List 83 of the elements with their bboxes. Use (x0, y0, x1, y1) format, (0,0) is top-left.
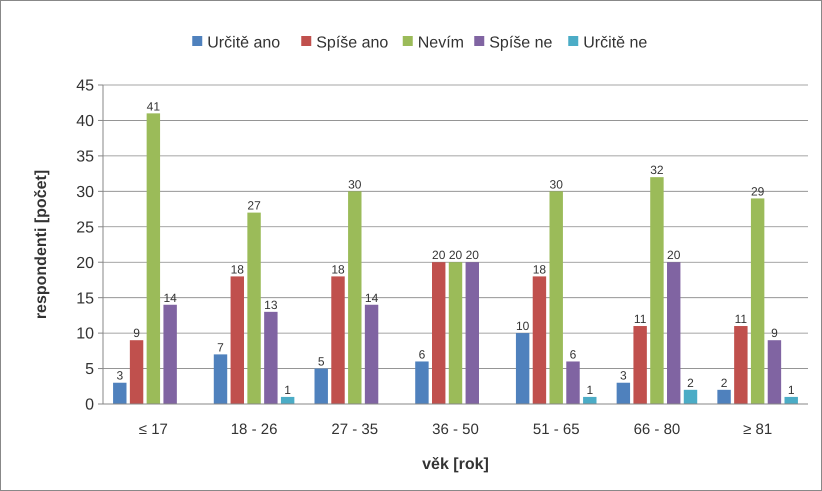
x-tick-label: ≥ 81 (743, 421, 772, 438)
bar (768, 340, 782, 404)
y-tick-label: 35 (76, 148, 94, 166)
bar (314, 368, 328, 404)
bar (633, 326, 647, 404)
bar (583, 396, 596, 404)
bar (364, 304, 378, 404)
bar (415, 361, 429, 404)
legend-label: Určitě ne (583, 34, 648, 52)
data-label: 20 (667, 248, 681, 262)
data-label: 30 (550, 177, 564, 192)
bar (516, 333, 530, 404)
data-label: 1 (586, 382, 594, 397)
y-tick-label: 25 (76, 219, 94, 236)
y-tick-label: 10 (76, 326, 94, 343)
data-label: 1 (788, 382, 795, 397)
data-label: 2 (720, 376, 728, 390)
bar (247, 212, 261, 404)
bar (750, 198, 764, 404)
y-axis-title: respondenti [počet] (33, 170, 50, 320)
data-label: 20 (432, 248, 446, 262)
y-tick-label: 30 (76, 184, 94, 201)
data-label: 2 (687, 376, 694, 390)
y-tick-label: 40 (76, 113, 94, 130)
data-label: 18 (331, 262, 345, 276)
data-label: 41 (146, 99, 160, 114)
bar (616, 382, 630, 404)
y-tick-label: 5 (85, 361, 94, 378)
x-tick-label: ≤ 17 (138, 421, 168, 438)
legend-label: Určitě ano (207, 34, 280, 52)
bar (264, 312, 278, 404)
legend-label: Spíše ne (489, 34, 553, 52)
bar (784, 396, 798, 404)
y-tick-label: 20 (76, 254, 94, 272)
legend-label: Spíše ano (316, 34, 388, 52)
bar (348, 191, 362, 404)
data-label: 20 (448, 248, 462, 262)
data-label: 20 (466, 248, 480, 262)
bar (532, 276, 546, 404)
x-tick-label: 51 - 65 (532, 421, 580, 438)
data-label: 6 (418, 347, 426, 362)
data-label: 6 (570, 347, 577, 362)
bar (734, 326, 748, 404)
bar (230, 276, 244, 404)
data-label: 1 (284, 382, 292, 397)
bar (550, 191, 563, 404)
data-label: 7 (217, 340, 224, 354)
bar (466, 262, 479, 404)
bar (163, 304, 177, 404)
bar (684, 390, 698, 404)
data-label: 11 (734, 312, 748, 326)
data-label: 5 (318, 354, 325, 369)
x-tick-label: 27 - 35 (331, 421, 378, 438)
data-label: 32 (650, 163, 664, 178)
data-label: 18 (230, 262, 244, 276)
x-tick-label: 36 - 50 (432, 421, 479, 438)
data-label: 3 (116, 368, 124, 383)
x-axis-title: věk [rok] (422, 456, 489, 473)
x-tick-label: 66 - 80 (634, 421, 680, 438)
data-label: 13 (264, 298, 278, 312)
legend-label: Nevím (418, 34, 464, 52)
y-tick-label: 45 (76, 78, 94, 95)
bar (448, 262, 462, 404)
data-label: 10 (516, 319, 530, 334)
y-tick-label: 15 (76, 290, 94, 308)
bar (113, 382, 126, 404)
data-label: 3 (620, 368, 628, 383)
bar (280, 396, 294, 404)
data-label: 30 (348, 177, 362, 192)
bar (331, 276, 345, 404)
bar (130, 340, 144, 404)
bar (717, 390, 731, 404)
bar (432, 262, 446, 404)
bar (214, 354, 228, 404)
y-tick-label: 0 (85, 396, 94, 414)
bar (650, 177, 664, 404)
bar (146, 113, 160, 404)
bar (667, 262, 680, 404)
data-label: 11 (634, 312, 647, 326)
data-label: 27 (247, 198, 262, 213)
bar (566, 361, 580, 404)
data-label: 18 (532, 262, 546, 276)
x-tick-label: 18 - 26 (230, 421, 278, 438)
